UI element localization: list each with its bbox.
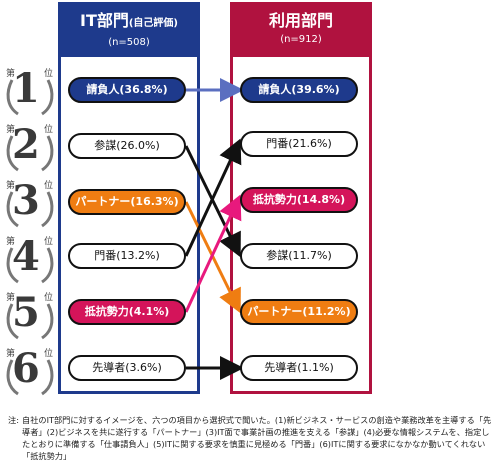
- laurel-icon: [6, 247, 54, 284]
- it-panel-title: IT部門(自己評価): [61, 11, 197, 34]
- rank-5: 第 5 位: [4, 289, 56, 342]
- rank-prefix: 第: [6, 349, 16, 359]
- it-department-panel: IT部門(自己評価) (n=508): [58, 2, 200, 394]
- it-item-contractor: 請負人(36.8%): [68, 77, 186, 103]
- rank-prefix: 第: [6, 237, 16, 247]
- rank-number: 2: [12, 121, 40, 168]
- user-item-partner: パートナー(11.2%): [240, 299, 358, 325]
- it-item-gatekeeper: 門番(13.2%): [68, 243, 186, 269]
- rank-suffix: 位: [44, 293, 54, 303]
- it-sample-size: (n=508): [108, 37, 150, 48]
- rank-number: 1: [12, 65, 40, 112]
- user-panel-title: 利用部門: [268, 11, 333, 30]
- it-item-leader: 先導者(3.6%): [68, 355, 186, 381]
- rank-number: 5: [12, 289, 40, 336]
- rank-prefix: 第: [6, 125, 16, 135]
- user-department-panel: 利用部門 (n=912): [230, 2, 372, 394]
- laurel-icon: [6, 303, 54, 340]
- laurel-icon: [6, 191, 54, 228]
- user-panel-header: 利用部門 (n=912): [233, 5, 369, 57]
- arrow-gatekeeper: [184, 138, 242, 257]
- rank-2: 第 2 位: [4, 121, 56, 174]
- it-item-advisor: 参謀(26.0%): [68, 133, 186, 159]
- rank-number: 4: [12, 233, 40, 280]
- arrow-resistance: [184, 194, 242, 313]
- rank-1: 第 1 位: [4, 65, 56, 118]
- it-subtitle: (自己評価): [128, 18, 178, 29]
- rank-prefix: 第: [6, 69, 16, 79]
- rank-suffix: 位: [44, 125, 54, 135]
- rank-prefix: 第: [6, 293, 16, 303]
- user-item-resistance: 抵抗勢力(14.8%): [240, 187, 358, 213]
- footnote-text: 自社のIT部門に対するイメージを、六つの項目から選択式で聞いた。(1)新ビジネス…: [22, 415, 492, 461]
- rank-number: 6: [12, 345, 40, 392]
- user-item-gatekeeper: 門番(21.6%): [240, 131, 358, 157]
- user-item-contractor: 請負人(39.6%): [240, 77, 358, 103]
- user-sample-size: (n=912): [280, 34, 322, 45]
- user-item-advisor: 参謀(11.7%): [240, 243, 358, 269]
- laurel-icon: [6, 135, 54, 172]
- rank-number: 3: [12, 177, 40, 224]
- footnote: 注: 自社のIT部門に対するイメージを、六つの項目から選択式で聞いた。(1)新ビ…: [8, 414, 496, 462]
- user-item-leader: 先導者(1.1%): [240, 355, 358, 381]
- laurel-icon: [6, 79, 54, 116]
- rank-6: 第 6 位: [4, 345, 56, 398]
- rank-3: 第 3 位: [4, 177, 56, 230]
- rank-suffix: 位: [44, 349, 54, 359]
- it-item-resistance: 抵抗勢力(4.1%): [68, 299, 186, 325]
- it-item-partner: パートナー(16.3%): [68, 189, 186, 215]
- rank-4: 第 4 位: [4, 233, 56, 286]
- laurel-icon: [6, 359, 54, 396]
- it-panel-header: IT部門(自己評価) (n=508): [61, 5, 197, 57]
- rank-suffix: 位: [44, 69, 54, 79]
- rank-prefix: 第: [6, 181, 16, 191]
- rank-suffix: 位: [44, 237, 54, 247]
- footnote-label: 注:: [8, 415, 19, 425]
- it-title-text: IT部門: [79, 11, 129, 30]
- rank-suffix: 位: [44, 181, 54, 191]
